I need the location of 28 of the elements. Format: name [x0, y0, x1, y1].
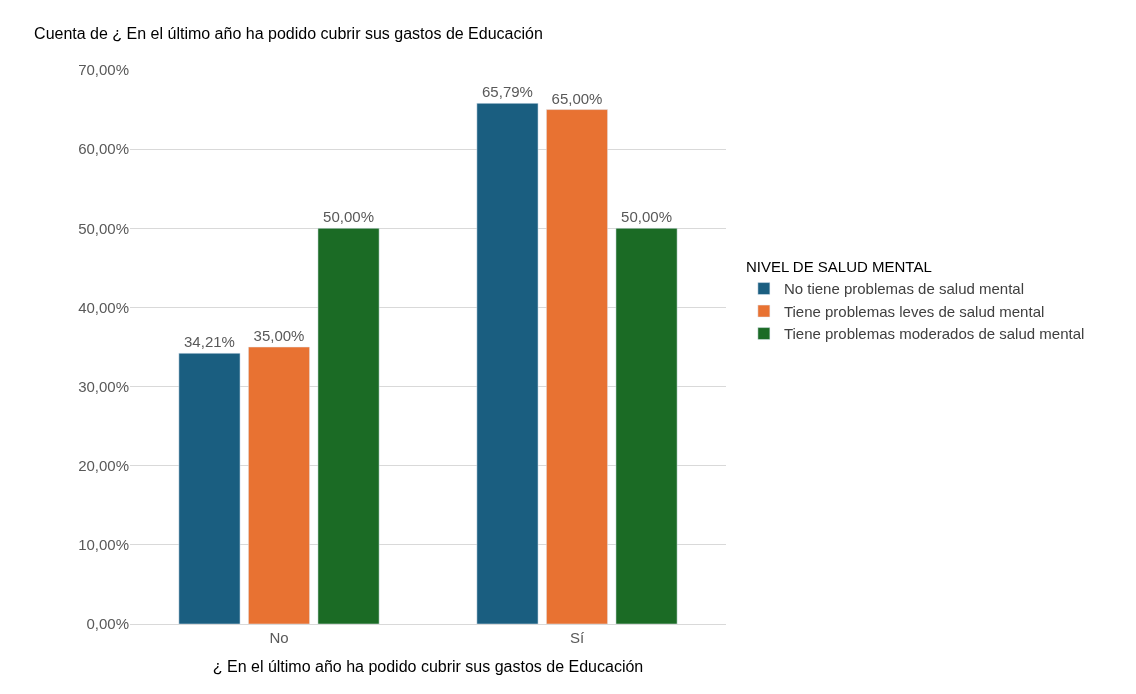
data-label: 35,00% [253, 327, 305, 344]
y-tick-label: 60,00% [78, 140, 129, 158]
legend-label: Tiene problemas moderados de salud mental [783, 325, 1085, 343]
bar [317, 228, 380, 624]
data-label: 50,00% [323, 208, 374, 226]
data-label: 65,79% [482, 83, 533, 101]
legend-label: No tiene problemas de salud mental [783, 280, 1025, 298]
data-label: 50,00% [621, 208, 672, 226]
y-tick-label: 10,00% [78, 536, 129, 554]
bar [615, 228, 678, 624]
y-tick-label: 20,00% [78, 456, 129, 474]
bar [178, 353, 241, 624]
y-tick-label: 70,00% [78, 61, 129, 79]
bar [546, 109, 608, 624]
legend-label: Tiene problemas leves de salud mental [783, 302, 1045, 320]
x-tick-label: No [269, 629, 289, 646]
data-label: 34,21% [184, 333, 235, 351]
y-tick-label: 50,00% [78, 219, 129, 237]
legend-title: NIVEL DE SALUD MENTAL [745, 258, 932, 276]
data-label: 65,00% [551, 89, 603, 107]
chart-title: Cuenta de ¿ En el último año ha podido cubrir sus gastos de Educación [34, 24, 543, 42]
x-tick-label: Sí [569, 629, 585, 646]
y-tick-label: 0,00% [86, 615, 129, 633]
bar [476, 103, 539, 624]
x-axis-title: ¿ En el último año ha podido cubrir sus gastos de Educación [212, 657, 644, 675]
y-tick-label: 30,00% [78, 377, 129, 395]
y-tick-label: 40,00% [78, 298, 129, 316]
bar [248, 346, 310, 624]
